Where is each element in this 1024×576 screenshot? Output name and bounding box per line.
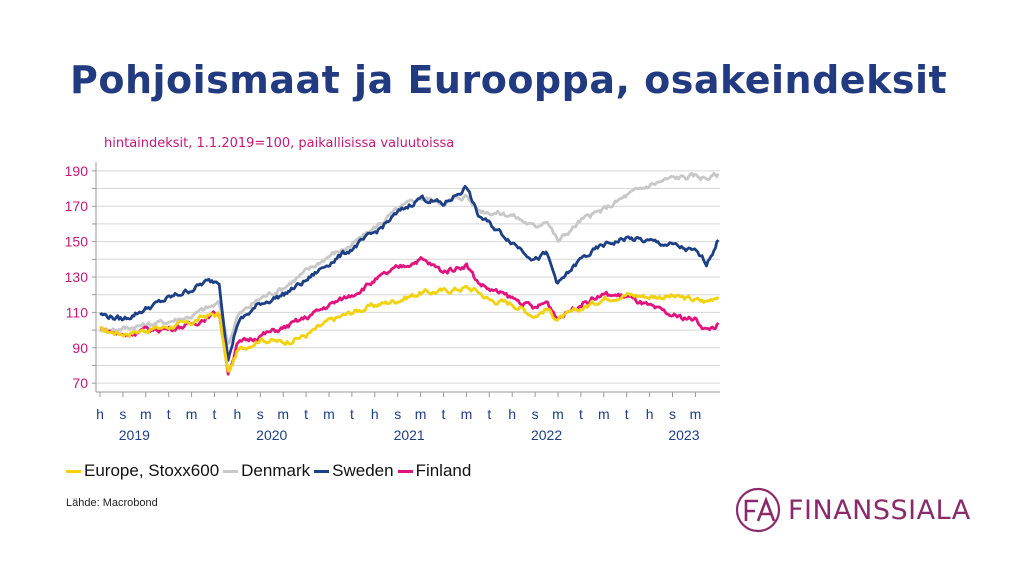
legend-label: Denmark: [241, 461, 311, 480]
x-tick-label: h: [96, 406, 104, 422]
chart-legend: Europe, Stoxx600 Denmark Sweden Finland: [66, 461, 475, 481]
x-tick-label: m: [415, 406, 427, 422]
x-tick-label: m: [186, 406, 198, 422]
y-axis: 70 90 110 130 150 170 190: [65, 162, 97, 392]
x-tick-label: m: [323, 406, 335, 422]
x-year-label: 2020: [256, 427, 287, 443]
legend-item-finland: Finland: [397, 461, 472, 481]
series-line-europe: [99, 284, 720, 373]
x-tick-label: s: [119, 406, 126, 422]
x-tick-label: t: [167, 406, 171, 422]
finanssiala-logo-icon: [735, 487, 781, 533]
series-line-finland: [99, 256, 720, 376]
y-tick-label: 150: [65, 234, 89, 250]
slide-title: Pohjoismaat ja Eurooppa, osakeindeksit: [70, 58, 948, 102]
finanssiala-logo[interactable]: FINANSSIALA: [734, 487, 971, 533]
legend-item-sweden: Sweden: [314, 461, 394, 481]
x-tick-label: m: [690, 406, 702, 422]
x-year-label: 2022: [531, 427, 562, 443]
legend-label: Sweden: [332, 461, 394, 480]
y-tick-label: 190: [65, 163, 89, 179]
chart-grid: [96, 170, 720, 384]
x-tick-label: m: [140, 406, 152, 422]
x-tick-label: m: [598, 406, 610, 422]
x-tick-label: t: [442, 406, 446, 422]
chart-subtitle: hintaindeksit, 1.1.2019=100, paikallisis…: [104, 136, 455, 151]
x-year-label: 2021: [394, 427, 425, 443]
x-year-label: 2019: [119, 427, 150, 443]
chart-series: [98, 171, 720, 376]
y-tick-label: 130: [65, 269, 89, 285]
x-tick-label: t: [487, 406, 491, 422]
x-tick-label: m: [277, 406, 289, 422]
x-tick-label: h: [508, 406, 516, 422]
x-tick-label: h: [371, 406, 379, 422]
legend-swatch: [397, 469, 413, 473]
x-tick-label: h: [646, 406, 654, 422]
y-tick-label: 110: [66, 304, 89, 320]
x-tick-label: s: [394, 406, 401, 422]
x-year-label: 2023: [668, 427, 699, 443]
x-tick-label: t: [213, 406, 217, 422]
logo-text: FINANSSIALA: [788, 494, 971, 526]
legend-label: Europe, Stoxx600: [84, 461, 220, 480]
source-note: Lähde: Macrobond: [66, 497, 158, 509]
legend-swatch: [314, 469, 330, 473]
x-tick-label: s: [669, 406, 676, 422]
y-tick-label: 90: [72, 340, 88, 356]
x-tick-label: h: [234, 406, 242, 422]
legend-label: Finland: [415, 461, 472, 480]
x-tick-label: t: [579, 406, 583, 422]
legend-item-denmark: Denmark: [223, 461, 310, 481]
x-tick-label: m: [552, 406, 564, 422]
x-tick-label: s: [257, 406, 264, 422]
series-line-denmark: [98, 171, 720, 346]
y-tick-label: 70: [72, 375, 88, 391]
x-tick-label: t: [304, 406, 308, 422]
x-tick-label: t: [350, 406, 354, 422]
x-tick-label: s: [532, 406, 539, 422]
x-tick-label: m: [461, 406, 473, 422]
legend-item-europe: Europe, Stoxx600: [66, 461, 219, 481]
x-tick-label: t: [625, 406, 629, 422]
series-line-sweden: [99, 184, 720, 362]
legend-swatch: [66, 469, 81, 473]
y-tick-label: 170: [65, 198, 89, 214]
legend-swatch: [223, 469, 239, 473]
